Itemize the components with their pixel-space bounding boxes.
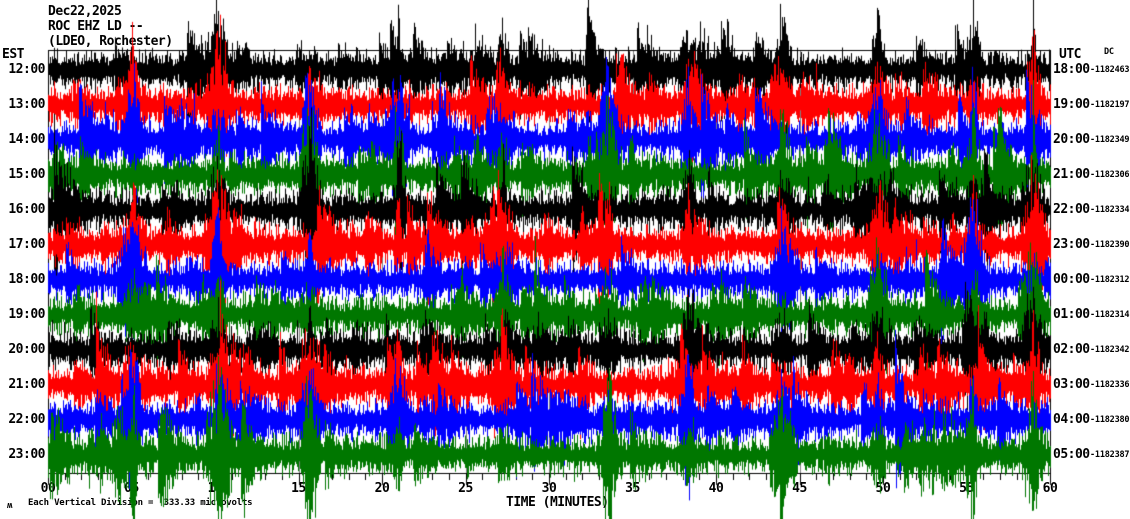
dc-value: -1182387 — [1090, 450, 1130, 460]
header-date: Dec22,2025 — [48, 4, 122, 19]
dc-column-title: DC — [1104, 47, 1114, 57]
utc-time-label: 01:00 — [1053, 307, 1090, 322]
left-axis-title: EST — [2, 47, 24, 62]
utc-time-label: 22:00 — [1053, 202, 1090, 217]
est-time-label: 21:00 — [8, 377, 45, 392]
est-time-label: 20:00 — [8, 342, 45, 357]
est-time-label: 13:00 — [8, 97, 45, 112]
x-tick-label: 15 — [291, 481, 306, 496]
x-tick-label: 40 — [708, 481, 724, 496]
x-tick-label: 45 — [792, 481, 807, 496]
dc-value: -1182463 — [1090, 65, 1130, 75]
dc-value: -1182334 — [1090, 205, 1130, 215]
watermark-glyph: ʍ — [7, 501, 13, 511]
utc-time-label: 23:00 — [1053, 237, 1090, 252]
utc-time-label: 05:00 — [1053, 447, 1090, 462]
dc-value: -1182390 — [1090, 240, 1130, 250]
est-time-label: 18:00 — [8, 272, 45, 287]
dc-value: -1182349 — [1090, 135, 1130, 145]
dc-value: -1182342 — [1090, 345, 1130, 355]
utc-time-label: 20:00 — [1053, 132, 1090, 147]
scale-note: Each Vertical Division = 333.33 microvol… — [28, 498, 253, 508]
est-time-label: 15:00 — [8, 167, 45, 182]
est-time-label: 14:00 — [8, 132, 45, 147]
x-tick-label: 00 — [40, 481, 56, 496]
utc-time-label: 21:00 — [1053, 167, 1090, 182]
x-tick-label: 35 — [625, 481, 640, 496]
utc-time-label: 02:00 — [1053, 342, 1090, 357]
est-time-label: 23:00 — [8, 447, 45, 462]
x-tick-label: 10 — [207, 481, 223, 496]
dc-value: -1182314 — [1090, 310, 1130, 320]
x-tick-label: 20 — [374, 481, 390, 496]
est-time-label: 17:00 — [8, 237, 45, 252]
dc-value: -1182312 — [1090, 275, 1130, 285]
right-axis-title: UTC — [1059, 47, 1081, 62]
x-tick-label: 05 — [124, 481, 139, 496]
est-time-label: 22:00 — [8, 412, 45, 427]
utc-time-label: 04:00 — [1053, 412, 1090, 427]
x-axis-title: TIME (MINUTES) — [506, 495, 609, 510]
dc-value: -1182380 — [1090, 415, 1130, 425]
est-time-label: 12:00 — [8, 62, 45, 77]
x-tick-label: 30 — [541, 481, 557, 496]
header-station: ROC EHZ LD -- — [48, 19, 144, 34]
dc-value: -1182197 — [1090, 100, 1130, 110]
est-time-label: 16:00 — [8, 202, 45, 217]
utc-time-label: 18:00 — [1053, 62, 1090, 77]
header-location: (LDEO, Rochester) — [48, 34, 173, 49]
est-time-label: 19:00 — [8, 307, 45, 322]
x-tick-label: 60 — [1042, 481, 1058, 496]
dc-value: -1182336 — [1090, 380, 1130, 390]
utc-time-label: 19:00 — [1053, 97, 1090, 112]
x-tick-label: 55 — [959, 481, 974, 496]
x-tick-label: 50 — [875, 481, 891, 496]
dc-value: -1182306 — [1090, 170, 1130, 180]
utc-time-label: 00:00 — [1053, 272, 1090, 287]
x-tick-label: 25 — [458, 481, 473, 496]
utc-time-label: 03:00 — [1053, 377, 1090, 392]
